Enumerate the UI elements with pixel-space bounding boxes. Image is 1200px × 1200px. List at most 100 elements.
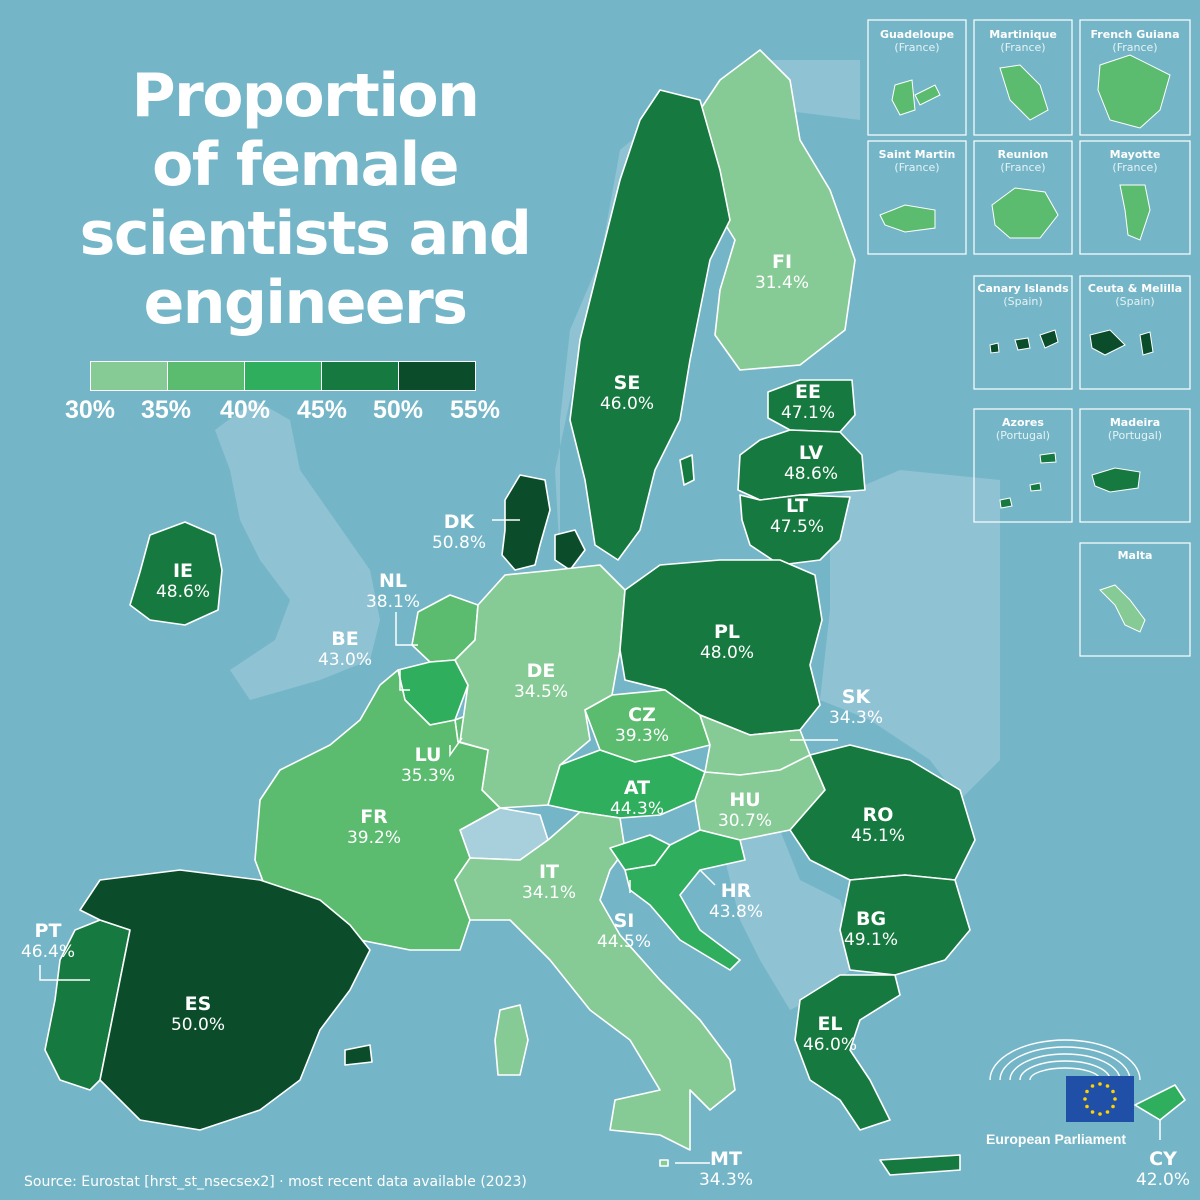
inset-shape-canary-islands	[989, 329, 1059, 354]
country-label-ee: EE 47.1%	[781, 382, 835, 424]
inset-name: Martinique	[989, 28, 1057, 41]
country-label-at: AT 44.3%	[610, 778, 664, 820]
country-label-mt: MT 34.3%	[699, 1149, 753, 1191]
country-label-hu: HU 30.7%	[718, 790, 772, 832]
country-code: DE	[526, 660, 556, 682]
country-label-hr: HR 43.8%	[709, 881, 763, 923]
country-code: RO	[862, 804, 894, 826]
inset-frame-martinique	[973, 19, 1073, 136]
inset-shape-saint-martin	[879, 204, 936, 233]
country-lt	[739, 494, 851, 566]
country-ee	[767, 379, 856, 433]
country-dk-islands	[554, 529, 586, 571]
eu-stars-icon	[1083, 1082, 1117, 1116]
inset-frame-saint-martin	[867, 140, 967, 255]
source-note: Source: Eurostat [hrst_st_nsecsex2] · mo…	[24, 1174, 527, 1190]
inset-title-azores: Azores (Portugal)	[996, 416, 1050, 442]
legend-swatch	[91, 362, 168, 390]
country-value: 34.5%	[513, 682, 569, 702]
leader-nl	[395, 612, 418, 646]
inset-frame-guadeloupe	[867, 19, 967, 136]
inset-parent: (France)	[1000, 41, 1046, 54]
country-code: FI	[771, 251, 793, 273]
inset-title-french-guiana: French Guiana (France)	[1090, 28, 1179, 54]
country-code: LT	[786, 495, 808, 517]
legend-swatch	[399, 362, 475, 390]
inset-shape-melilla	[1139, 331, 1154, 356]
inset-frame-madeira	[1079, 408, 1191, 523]
inset-parent: (France)	[1000, 161, 1046, 174]
land-balkans	[720, 830, 860, 1010]
country-el	[794, 974, 901, 1131]
country-label-el: EL 46.0%	[803, 1014, 857, 1056]
country-value: 43.0%	[317, 650, 373, 670]
inset-shape-ceuta	[1089, 329, 1126, 356]
country-label-se: SE 46.0%	[600, 373, 654, 415]
country-code: IE	[172, 560, 194, 582]
country-code: HR	[720, 880, 752, 902]
inset-title-madeira: Madeira (Portugal)	[1108, 416, 1162, 442]
country-code: HU	[729, 789, 761, 811]
country-value: 47.1%	[780, 403, 836, 423]
country-code: AT	[623, 777, 651, 799]
legend-swatch	[322, 362, 399, 390]
legend-swatch	[245, 362, 322, 390]
inset-name: Guadeloupe	[879, 28, 955, 41]
country-code: ES	[184, 993, 212, 1015]
inset-title-ceuta-melilla: Ceuta & Melilla (Spain)	[1088, 282, 1182, 308]
inset-parent: (France)	[1112, 161, 1158, 174]
country-el-crete	[879, 1154, 961, 1176]
country-code: EL	[817, 1013, 843, 1035]
country-hr	[624, 829, 746, 971]
inset-shape-azores	[999, 452, 1057, 509]
country-code: SI	[613, 910, 635, 932]
inset-title-saint-martin: Saint Martin (France)	[879, 148, 956, 174]
country-value: 34.1%	[521, 883, 577, 903]
country-code: IT	[538, 861, 560, 883]
country-value: 48.6%	[783, 464, 839, 484]
inset-frame-azores	[973, 408, 1073, 523]
country-code: CY	[1149, 1148, 1177, 1170]
country-it-sardinia	[494, 1004, 529, 1076]
country-value: 38.1%	[365, 592, 421, 612]
inset-frame-ceuta-melilla	[1079, 275, 1191, 390]
country-es-baleares	[344, 1044, 373, 1066]
inset-title-canary-islands: Canary Islands (Spain)	[977, 282, 1068, 308]
country-value: 35.3%	[400, 766, 456, 786]
country-code: SE	[613, 372, 641, 394]
inset-title-martinique: Martinique (France)	[989, 28, 1057, 54]
country-label-bg: BG 49.1%	[844, 909, 898, 951]
inset-parent: (France)	[894, 41, 940, 54]
inset-parent: (France)	[1112, 41, 1158, 54]
legend-tick: 55%	[449, 396, 501, 424]
country-label-it: IT 34.1%	[522, 862, 576, 904]
inset-parent: (Portugal)	[1107, 429, 1163, 442]
country-code: BG	[855, 908, 887, 930]
country-value: 49.1%	[843, 930, 899, 950]
legend-swatch	[168, 362, 245, 390]
country-se	[569, 89, 731, 561]
inset-name: French Guiana	[1090, 28, 1180, 41]
country-it	[454, 811, 736, 1151]
inset-frame-canary-islands	[973, 275, 1073, 390]
country-code: PT	[34, 920, 62, 942]
eu-star-icon	[1098, 1112, 1102, 1116]
inset-shape-martinique	[999, 64, 1049, 121]
country-label-es: ES 50.0%	[171, 994, 225, 1036]
eu-star-icon	[1083, 1097, 1087, 1101]
country-value: 50.0%	[170, 1015, 226, 1035]
inset-shape-reunion	[991, 187, 1059, 239]
country-value: 42.0%	[1135, 1170, 1191, 1190]
country-label-ro: RO 45.1%	[851, 805, 905, 847]
land-uk	[215, 400, 380, 700]
country-label-lt: LT 47.5%	[770, 496, 824, 538]
country-value: 44.5%	[596, 932, 652, 952]
eu-star-icon	[1105, 1084, 1110, 1088]
inset-title-guadeloupe: Guadeloupe (France)	[880, 28, 954, 54]
country-pl	[619, 559, 823, 736]
country-value: 45.1%	[850, 826, 906, 846]
leader-hr	[699, 869, 716, 886]
inset-name: Mayotte	[1109, 148, 1161, 161]
